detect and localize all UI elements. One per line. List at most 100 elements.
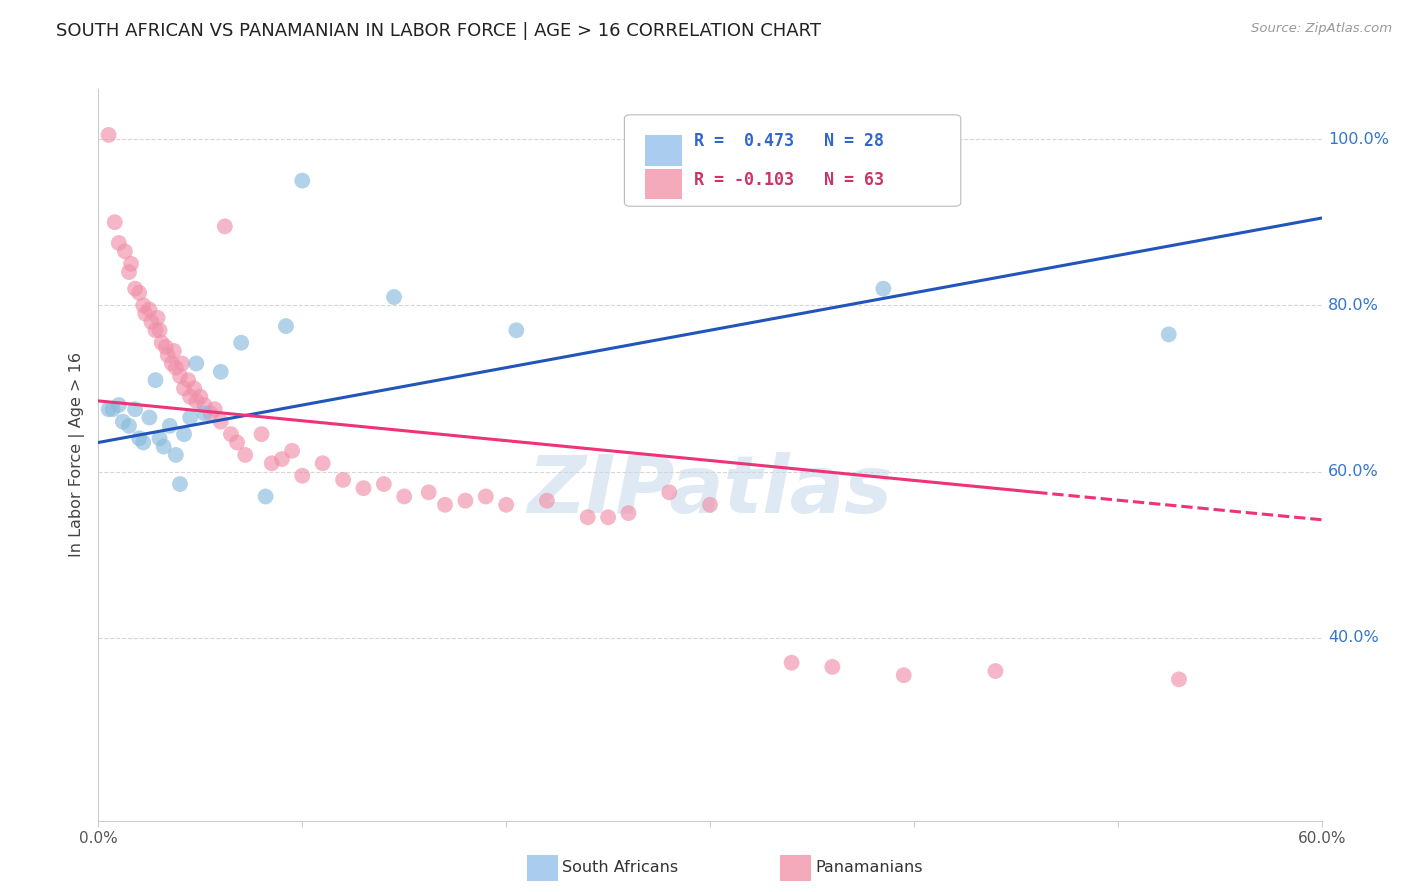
Point [281, 443, 304, 458]
Point [138, 302, 160, 317]
Point [872, 282, 894, 296]
Text: 60.0%: 60.0% [1327, 464, 1378, 479]
Point [165, 360, 187, 375]
Point [179, 410, 201, 425]
Point [193, 406, 215, 420]
Point [699, 498, 721, 512]
Point [270, 452, 294, 467]
Point [617, 506, 640, 520]
Point [219, 427, 242, 442]
Point [132, 435, 155, 450]
Point [434, 498, 457, 512]
Point [495, 498, 517, 512]
Point [200, 406, 222, 420]
Point [118, 418, 141, 433]
Text: R =  0.473   N = 28: R = 0.473 N = 28 [695, 132, 884, 150]
Point [159, 418, 181, 433]
Text: R = -0.103   N = 63: R = -0.103 N = 63 [695, 171, 884, 189]
Point [312, 456, 335, 470]
Point [474, 490, 498, 504]
Point [169, 368, 191, 383]
Point [128, 285, 150, 300]
Point [155, 340, 177, 354]
Point [138, 410, 160, 425]
Point [108, 398, 131, 412]
Point [209, 365, 232, 379]
Point [177, 373, 200, 387]
Point [291, 174, 314, 188]
Point [209, 415, 232, 429]
Point [114, 244, 136, 259]
Point [332, 473, 354, 487]
Point [188, 390, 212, 404]
Point [291, 468, 314, 483]
Text: 100.0%: 100.0% [1327, 132, 1389, 146]
Point [658, 485, 681, 500]
Point [250, 427, 273, 442]
Point [163, 344, 186, 359]
Point [111, 415, 134, 429]
Text: Panamanians: Panamanians [815, 861, 922, 875]
Text: 80.0%: 80.0% [1327, 298, 1379, 313]
Point [418, 485, 440, 500]
Point [173, 381, 195, 395]
Point [120, 257, 142, 271]
Point [536, 493, 558, 508]
Text: SOUTH AFRICAN VS PANAMANIAN IN LABOR FORCE | AGE > 16 CORRELATION CHART: SOUTH AFRICAN VS PANAMANIAN IN LABOR FOR… [56, 22, 821, 40]
Point [124, 282, 146, 296]
Point [214, 219, 236, 234]
Point [204, 402, 226, 417]
Point [104, 215, 127, 229]
Text: South Africans: South Africans [562, 861, 679, 875]
Point [149, 323, 172, 337]
Point [145, 323, 167, 337]
Bar [645, 169, 682, 200]
Point [186, 357, 208, 371]
Point [984, 664, 1007, 678]
Point [274, 319, 297, 334]
Point [505, 323, 527, 337]
Point [145, 373, 167, 387]
Point [352, 481, 374, 495]
Text: 40.0%: 40.0% [1327, 631, 1378, 645]
Point [576, 510, 599, 524]
Point [893, 668, 915, 682]
Point [454, 493, 477, 508]
Point [1157, 327, 1180, 342]
Point [598, 510, 620, 524]
Point [382, 290, 405, 304]
Point [780, 656, 803, 670]
Point [373, 477, 395, 491]
FancyBboxPatch shape [624, 115, 960, 206]
Point [231, 335, 253, 350]
Point [179, 390, 201, 404]
Y-axis label: In Labor Force | Age > 16: In Labor Force | Age > 16 [69, 352, 86, 558]
Point [97, 128, 120, 142]
Point [226, 435, 249, 450]
Point [141, 315, 163, 329]
Point [165, 448, 187, 462]
Point [260, 456, 283, 470]
Point [132, 298, 155, 312]
Point [821, 660, 844, 674]
Point [118, 265, 141, 279]
Point [149, 431, 172, 445]
Point [1167, 673, 1189, 687]
Point [152, 440, 174, 454]
Point [170, 357, 193, 371]
Point [392, 490, 416, 504]
Point [97, 402, 120, 417]
Point [186, 393, 208, 408]
Point [128, 431, 150, 445]
Point [169, 477, 191, 491]
Point [134, 307, 156, 321]
Point [233, 448, 256, 462]
Point [124, 402, 146, 417]
Point [101, 402, 124, 417]
Point [254, 490, 277, 504]
Point [108, 235, 131, 250]
Point [146, 310, 169, 325]
Point [193, 398, 215, 412]
Point [173, 427, 195, 442]
Point [150, 335, 173, 350]
